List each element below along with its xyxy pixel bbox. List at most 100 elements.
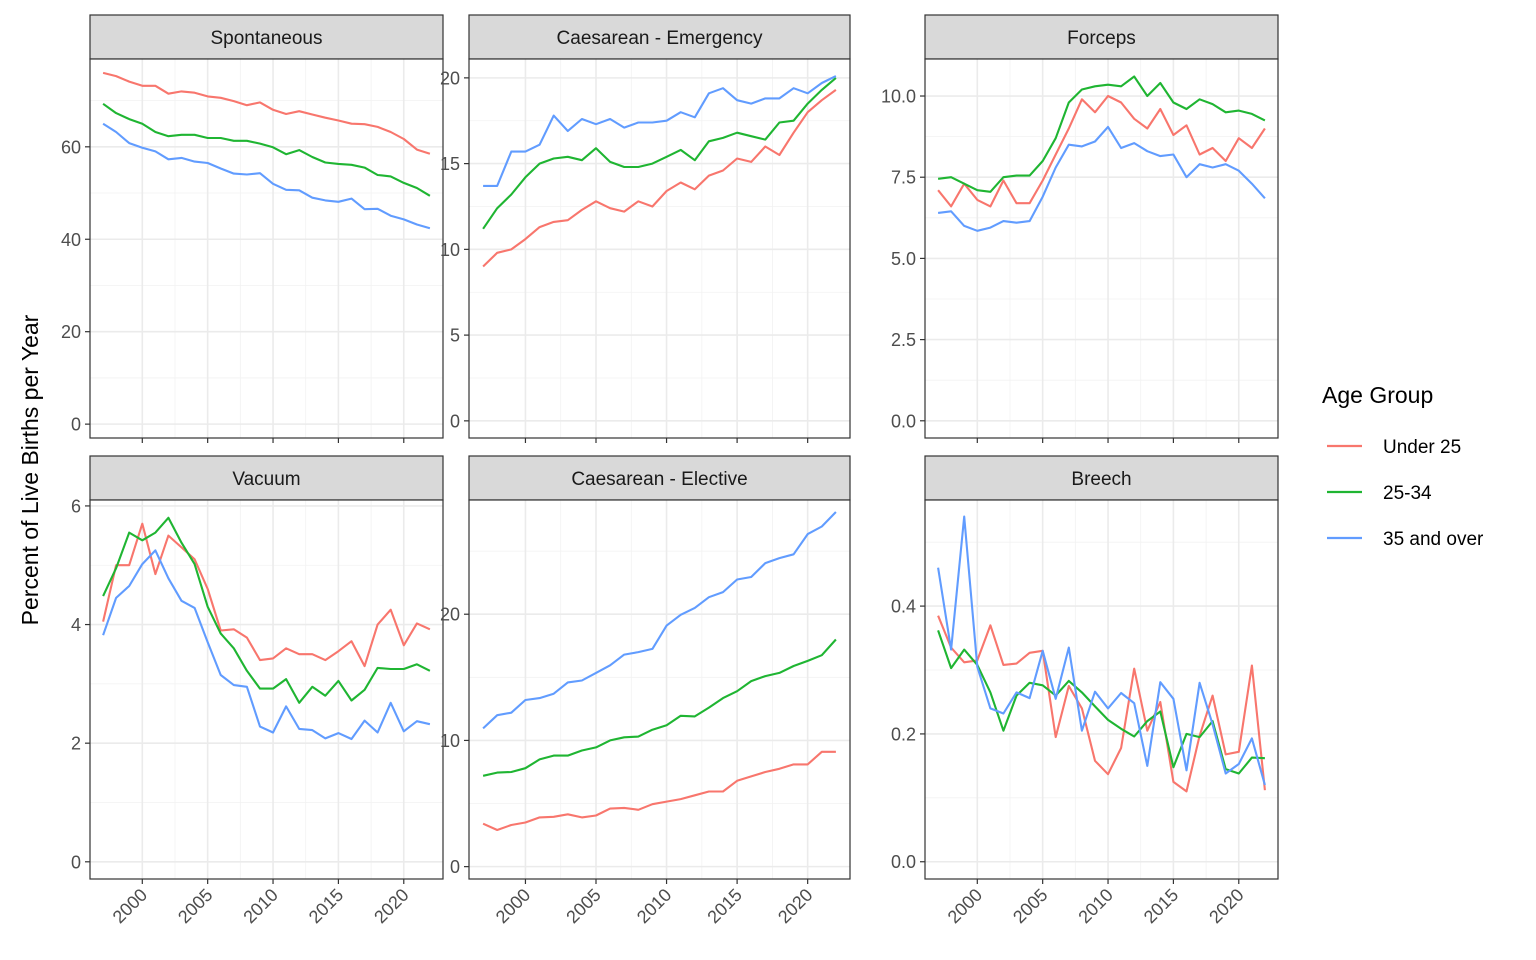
y-tick-label: 5.0: [891, 249, 916, 269]
series-line-35-and-over: [483, 75, 837, 187]
strip-spontaneous: [89, 14, 444, 60]
x-tick-label: 2020: [370, 885, 412, 927]
y-tick-label: 40: [61, 230, 81, 250]
major-gridlines: [90, 59, 443, 438]
series-line-35-and-over: [937, 515, 1266, 786]
legend-item-25-34: 25-34: [1327, 483, 1432, 504]
y-tick-label: 10.0: [881, 87, 916, 107]
strip-breech: [924, 455, 1279, 501]
y-tick-label: 2.5: [891, 330, 916, 350]
series-line-35-and-over: [937, 125, 1266, 232]
minor-gridlines: [90, 59, 443, 438]
x-tick-label: 2010: [239, 885, 281, 927]
strip-vacuum: [89, 455, 444, 501]
x-tick-label: 2000: [944, 885, 986, 927]
series-line-35-and-over: [102, 122, 431, 230]
panel-forceps: Forceps 0.0 2.5 5.0 7.5 10.0: [881, 14, 1279, 443]
panel-border: [468, 499, 851, 880]
series-line-35-and-over: [102, 549, 431, 741]
x-tick-label: 2015: [1140, 885, 1182, 927]
x-tick-label: 2020: [774, 885, 816, 927]
x-tick-label: 2005: [1009, 885, 1051, 927]
legend-items: Under 25 25-34 35 and over: [1327, 437, 1484, 550]
x-tick-label: 2000: [492, 885, 534, 927]
series-line-under-25: [482, 750, 836, 832]
y-tick-label: 0.4: [891, 597, 916, 617]
x-tick-label: 2015: [703, 885, 745, 927]
panel-vacuum: Vacuum 0 2 4 6 2000 2005 2010 2015 2020: [71, 455, 444, 927]
strip-caesarean-emergency: [468, 14, 851, 60]
y-tick-label: 0.2: [891, 724, 916, 744]
strip-label-caesarean-elective: Caesarean - Elective: [571, 469, 747, 490]
x-tick-label: 2010: [1074, 885, 1116, 927]
minor-gridlines: [925, 59, 1278, 438]
panel-border: [924, 58, 1279, 439]
y-tick-label: 20: [440, 68, 460, 88]
panel-background: [90, 59, 443, 438]
series-line-25-34: [937, 630, 1265, 775]
y-tick-label: 10: [440, 731, 460, 751]
y-tick-label: 20: [61, 322, 81, 342]
y-tick-label: 20: [440, 605, 460, 625]
series-line-25-34: [102, 102, 431, 197]
x-tick-label: 2000: [109, 885, 151, 927]
y-tick-label: 15: [440, 154, 460, 174]
series-line-35-and-over: [482, 511, 837, 730]
series-line-under-25: [937, 94, 1266, 208]
major-gridlines: [469, 59, 850, 438]
series-line-under-25: [482, 89, 837, 268]
x-tick-label: 2020: [1205, 885, 1247, 927]
series-line-25-34: [482, 77, 837, 230]
series-line-under-25: [102, 522, 431, 668]
series-line-25-34: [482, 638, 837, 777]
major-gridlines: [469, 500, 850, 879]
panel-breech: Breech 0.0 0.2 0.4 2000 2005 2010 2015 2020: [891, 455, 1279, 927]
series-line-25-34: [102, 516, 431, 704]
panel-spontaneous: Spontaneous 0 20 40 60: [61, 14, 444, 443]
strip-label-spontaneous: Spontaneous: [211, 28, 323, 49]
x-tick-label: 2010: [633, 885, 675, 927]
panel-border: [924, 499, 1279, 880]
strip-caesarean-elective: [468, 455, 851, 501]
panel-border: [89, 499, 444, 880]
y-tick-label: 7.5: [891, 168, 916, 188]
strip-label-vacuum: Vacuum: [232, 469, 300, 490]
x-tick-label: 2005: [174, 885, 216, 927]
y-tick-label: 0: [450, 857, 460, 877]
strip-forceps: [924, 14, 1279, 60]
panel-caesarean-elective: Caesarean - Elective 0 10 20 2000 2005 2010 201…: [440, 455, 851, 927]
legend-title: Age Group: [1322, 382, 1433, 408]
y-tick-label: 0.0: [891, 852, 916, 872]
major-gridlines: [925, 500, 1278, 879]
y-tick-label: 60: [61, 137, 81, 157]
legend-label-35-and-over: 35 and over: [1383, 529, 1484, 550]
y-tick-label: 4: [71, 615, 81, 635]
y-axis-title: Percent of Live Births per Year: [17, 314, 43, 625]
y-tick-label: 0: [450, 411, 460, 431]
y-tick-label: 6: [71, 496, 81, 516]
panel-background: [925, 59, 1278, 438]
y-tick-label: 0.0: [891, 411, 916, 431]
y-tick-label: 5: [450, 326, 460, 346]
y-tick-label: 10: [440, 240, 460, 260]
strip-label-breech: Breech: [1071, 469, 1131, 490]
strip-label-caesarean-emergency: Caesarean - Emergency: [557, 28, 763, 49]
major-gridlines: [925, 59, 1278, 438]
panel-border: [468, 58, 851, 439]
panel-background: [469, 500, 850, 879]
strip-label-forceps: Forceps: [1067, 28, 1136, 49]
y-tick-label: 0: [71, 852, 81, 872]
legend-item-35-and-over: 35 and over: [1327, 529, 1484, 550]
series-line-under-25: [102, 71, 431, 155]
legend-label-under-25: Under 25: [1383, 437, 1461, 458]
y-tick-label: 2: [71, 734, 81, 754]
legend-item-under-25: Under 25: [1327, 437, 1461, 458]
legend-label-25-34: 25-34: [1383, 483, 1432, 504]
y-tick-label: 0: [71, 415, 81, 435]
series-line-under-25: [937, 615, 1266, 793]
legend: Age Group Under 25 25-34 35 and over: [1322, 382, 1484, 550]
series-line-25-34: [937, 75, 1266, 193]
panel-border: [89, 58, 444, 439]
